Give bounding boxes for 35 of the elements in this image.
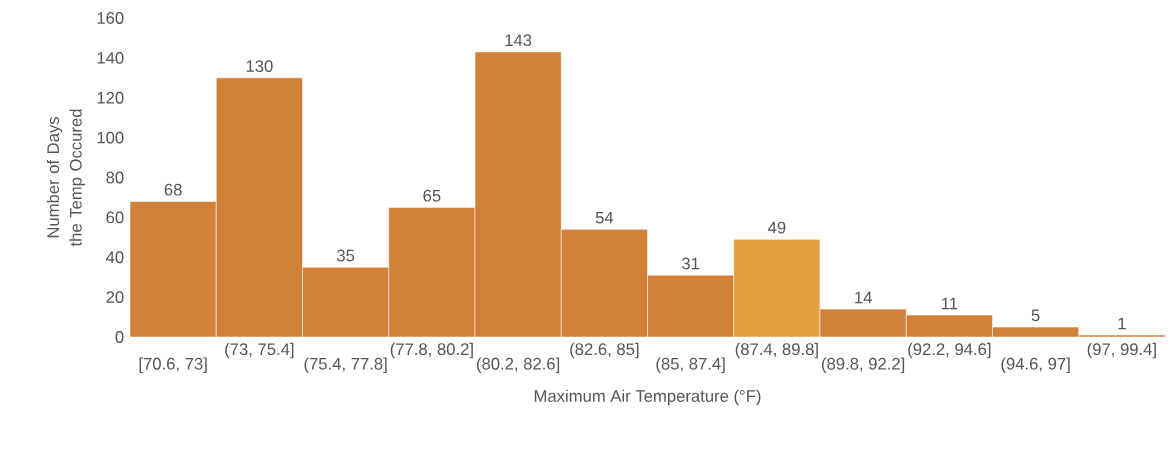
y-tick-label: 40 — [106, 251, 124, 264]
data-label: 54 — [595, 211, 614, 224]
data-label: 1 — [1118, 317, 1126, 330]
x-tick-label: (80.2, 82.6] — [476, 357, 560, 373]
x-tick-label: (94.6, 97] — [1001, 357, 1070, 373]
x-axis-title: Maximum Air Temperature (°F) — [534, 389, 761, 406]
data-label: 14 — [855, 291, 872, 304]
x-tick-label: [70.6, 73] — [139, 357, 207, 373]
x-tick-label: (87.4, 89.8] — [735, 342, 818, 359]
x-tick-label: (75.4, 77.8] — [304, 357, 387, 373]
data-label: 11 — [942, 297, 958, 310]
y-tick-label: 0 — [115, 331, 124, 343]
y-tick-label: 60 — [106, 211, 124, 224]
x-tick-label: (85, 87.4] — [656, 357, 725, 373]
data-label: 49 — [767, 221, 786, 234]
y-axis-title: Number of Days the Temp Occured — [46, 109, 85, 247]
y-tick-label: 120 — [97, 91, 124, 104]
y-tick-label: 20 — [106, 291, 124, 304]
y-tick-label: 80 — [106, 171, 124, 184]
data-label: 31 — [681, 257, 700, 270]
data-label: 130 — [246, 60, 273, 72]
data-label: 68 — [164, 183, 182, 196]
x-tick-label: (89.8, 92.2] — [821, 357, 905, 373]
x-tick-label: (77.8, 80.2] — [390, 342, 473, 359]
x-tick-label: (92.2, 94.6] — [908, 342, 991, 359]
x-tick-label: (73, 75.4] — [225, 342, 294, 359]
data-label: 143 — [505, 34, 532, 47]
data-label: 65 — [423, 189, 441, 202]
y-tick-label: 140 — [97, 51, 124, 64]
x-tick-label: (97, 99.4] — [1087, 342, 1156, 359]
data-label: 35 — [336, 249, 355, 262]
y-tick-label: 160 — [97, 12, 124, 24]
data-label: 5 — [1031, 309, 1040, 322]
y-tick-label: 100 — [97, 131, 124, 144]
x-tick-label: (82.6, 85] — [570, 342, 639, 359]
